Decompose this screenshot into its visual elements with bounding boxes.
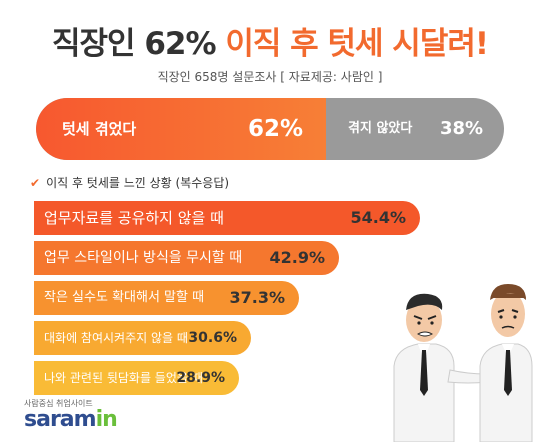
situation-label-3: 작은 실수도 확대해서 말할 때 <box>44 290 205 305</box>
situation-value-5: 28.9% <box>176 370 225 386</box>
situation-value-1: 54.4% <box>350 208 406 227</box>
title-part1: 직장인 62% <box>51 26 217 62</box>
saramin-logo: 사람중심 취업사이트 saramin <box>24 398 118 432</box>
experienced-pct: 62% <box>248 116 304 142</box>
page-title: 직장인 62% 이직 후 텃세 시달려! <box>0 18 540 63</box>
angry-man-figure <box>393 293 493 442</box>
experienced-segment <box>36 98 327 160</box>
situation-label-5: 나와 관련된 뒷담화를 들었을 때 <box>44 371 203 385</box>
section-heading: ✔ 이직 후 텃세를 느낀 상황 (복수응답) <box>30 174 229 191</box>
logo-name: saramin <box>24 407 118 432</box>
situation-bar-1 <box>34 201 420 235</box>
section-heading-text: 이직 후 텃세를 느낀 상황 (복수응답) <box>46 176 230 190</box>
checkmark-icon: ✔ <box>30 176 41 190</box>
worried-man-figure <box>479 284 533 442</box>
logo-name-suffix: in <box>95 407 118 432</box>
situation-label-2: 업무 스타일이나 방식을 무시할 때 <box>44 250 243 266</box>
situation-bar-3 <box>34 281 299 315</box>
subtitle: 직장인 658명 설문조사 [ 자료제공: 사람인 ] <box>157 70 383 84</box>
situation-bar-5 <box>34 361 239 395</box>
not-experienced-label: 겪지 않았다 <box>348 121 413 136</box>
situation-bar-2 <box>34 241 339 275</box>
situation-value-4: 30.6% <box>188 330 237 346</box>
logo-tagline: 사람중심 취업사이트 <box>24 399 93 408</box>
situation-value-3: 37.3% <box>229 288 285 307</box>
situation-value-2: 42.9% <box>269 248 325 267</box>
logo-name-main: saram <box>24 407 97 432</box>
office-workers-illustration <box>393 284 533 442</box>
not-experienced-pct: 38% <box>440 118 484 139</box>
situation-label-1: 업무자료를 공유하지 않을 때 <box>44 209 224 227</box>
situation-bar-4 <box>34 321 251 355</box>
situation-label-4: 대화에 참여시켜주지 않을 때 <box>44 331 188 345</box>
title-part2: 이직 후 텃세 시달려! <box>225 26 489 62</box>
experienced-label: 텃세 겪었다 <box>62 120 137 138</box>
experience-split-bar: 텃세 겪었다 62% 겪지 않았다 38% <box>36 98 504 160</box>
